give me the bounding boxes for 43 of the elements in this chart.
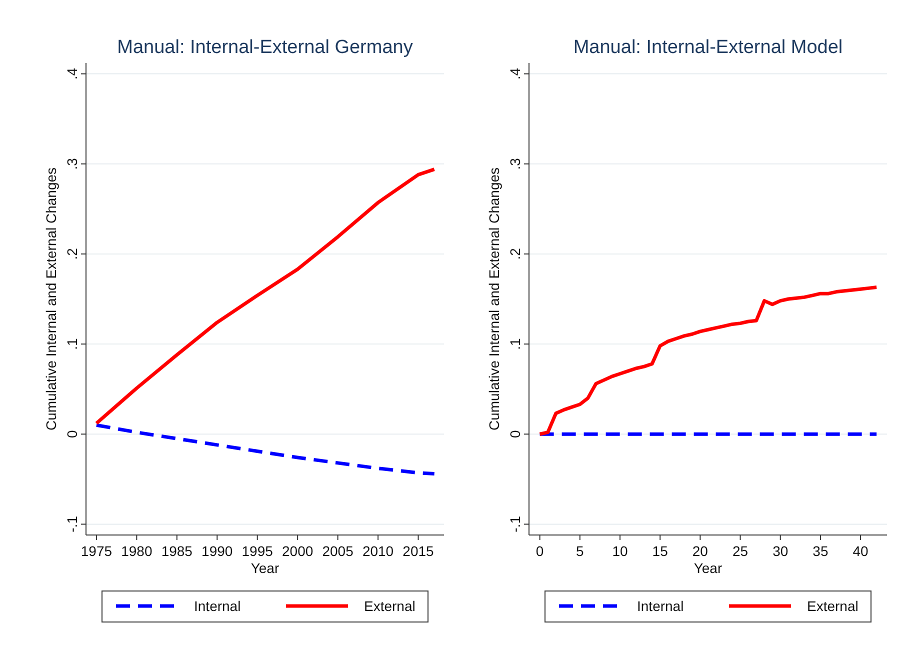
- chart-title: Manual: Internal-External Germany: [117, 37, 414, 58]
- x-tick-label: 15: [652, 543, 668, 559]
- legend-label: External: [364, 598, 416, 614]
- line-series: [94, 168, 436, 426]
- x-tick-label: 10: [612, 543, 628, 559]
- x-tick-label: 35: [812, 543, 828, 559]
- y-tick-label: .2: [64, 248, 80, 260]
- y-tick-label: .3: [64, 158, 80, 170]
- x-tick-label: 2000: [282, 543, 314, 559]
- x-tick-label: 5: [576, 543, 584, 559]
- y-tick-label: .4: [507, 68, 523, 80]
- legend-label: Internal: [194, 598, 241, 614]
- line-series: [538, 286, 878, 436]
- y-tick-label: .4: [64, 68, 80, 80]
- y-axis-title: Cumulative Internal and External Changes: [43, 167, 59, 431]
- x-tick-label: 1990: [202, 543, 233, 559]
- legend-label: External: [807, 598, 858, 614]
- x-tick-label: 30: [772, 543, 788, 559]
- x-tick-label: 2010: [362, 543, 394, 559]
- chart-title: Manual: Internal-External Model: [573, 37, 843, 58]
- x-tick-label: 1975: [80, 543, 112, 559]
- x-tick-label: 1985: [161, 543, 193, 559]
- y-tick-label: .3: [507, 158, 523, 170]
- y-axis-title: Cumulative Internal and External Changes: [486, 167, 502, 431]
- y-tick-label: 0: [507, 430, 523, 438]
- x-tick-label: 20: [692, 543, 708, 559]
- x-tick-label: 1980: [121, 543, 152, 559]
- x-tick-label: 0: [536, 543, 544, 559]
- x-axis-title: Year: [250, 560, 280, 576]
- x-tick-label: 1995: [242, 543, 274, 559]
- x-tick-label: 25: [732, 543, 748, 559]
- y-tick-label: .1: [64, 338, 80, 350]
- x-tick-label: 2015: [402, 543, 434, 559]
- line-series: [94, 423, 436, 476]
- x-tick-label: 2005: [322, 543, 354, 559]
- y-tick-label: .1: [507, 338, 523, 350]
- y-tick-label: -.1: [507, 516, 523, 532]
- y-tick-label: 0: [64, 430, 80, 438]
- x-tick-label: 40: [852, 543, 869, 559]
- y-tick-label: -.1: [64, 516, 80, 532]
- x-axis-title: Year: [694, 560, 722, 576]
- y-tick-label: .2: [507, 248, 523, 260]
- legend-label: Internal: [637, 598, 684, 614]
